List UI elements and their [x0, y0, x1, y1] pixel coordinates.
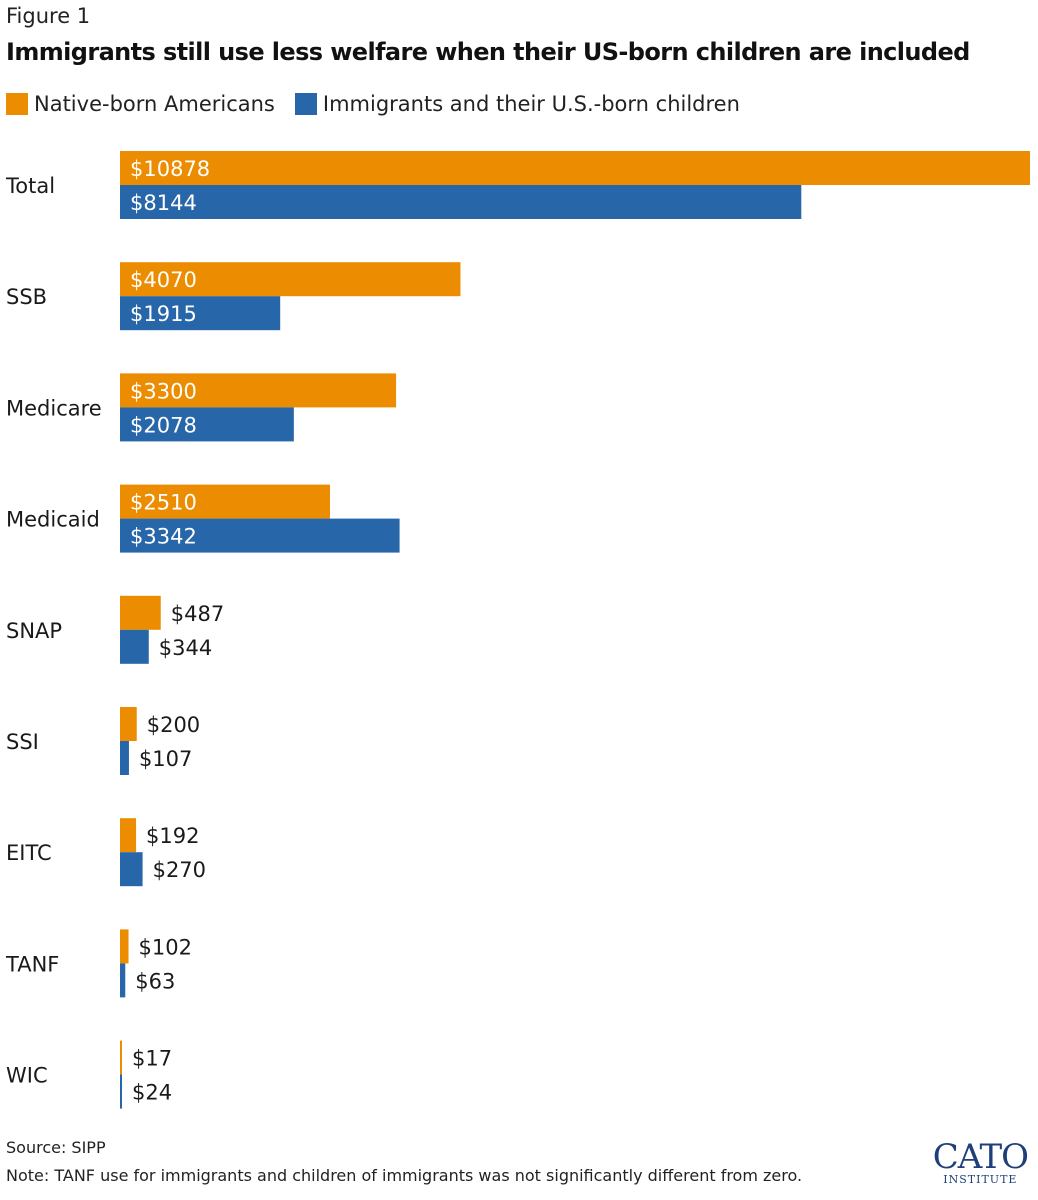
bar-immigrant-total [120, 185, 802, 219]
value-label-native-total: $10878 [130, 157, 210, 181]
value-label-native-ssb: $4070 [130, 268, 197, 292]
bar-chart: Total $10878 $8144 SSB $4070 $1915 Medicare $33… [5, 151, 1030, 1109]
bar-immigrant-medicare [120, 407, 294, 442]
bar-native-ssb [120, 262, 461, 297]
bar-native-wic [120, 1040, 122, 1075]
category-label-total: Total [5, 174, 55, 198]
legend-label-native: Native-born Americans [34, 92, 275, 116]
logo-sub-text: INSTITUTE [943, 1173, 1018, 1186]
value-label-native-medicare: $3300 [130, 379, 197, 403]
value-label-native-medicaid: $2510 [130, 491, 197, 515]
category-label-ssi: SSI [6, 730, 39, 754]
logo-main-text: CATO [932, 1137, 1029, 1177]
cato-logo: CATO INSTITUTE [932, 1137, 1029, 1186]
value-label-immigrant-ssb: $1915 [130, 302, 197, 326]
legend-swatch-native [6, 93, 28, 115]
bar-immigrant-wic [120, 1074, 123, 1109]
source-text: Source: SIPP [6, 1138, 106, 1157]
value-label-immigrant-medicaid: $3342 [130, 525, 197, 549]
value-label-immigrant-snap: $344 [159, 636, 212, 660]
legend: Native-born Americans Immigrants and the… [6, 92, 760, 116]
bar-immigrant-ssb [120, 296, 281, 331]
bar-immigrant-tanf [120, 963, 126, 998]
value-label-immigrant-tanf: $63 [135, 969, 175, 993]
bar-immigrant-snap [120, 629, 149, 664]
category-label-ssb: SSB [6, 285, 47, 309]
value-label-native-tanf: $102 [139, 935, 192, 959]
bar-immigrant-eitc [120, 852, 143, 887]
bar-native-snap [120, 595, 161, 630]
bar-native-tanf [120, 929, 129, 964]
legend-item-native: Native-born Americans [6, 92, 275, 116]
legend-item-immigrant: Immigrants and their U.S.-born children [294, 92, 740, 116]
bar-native-ssi [120, 707, 137, 741]
bar-immigrant-medicaid [120, 518, 400, 553]
value-label-immigrant-wic: $24 [132, 1081, 172, 1105]
bar-native-medicare [120, 373, 397, 408]
category-label-medicaid: Medicaid [6, 508, 100, 532]
category-label-wic: WIC [6, 1064, 48, 1088]
value-label-native-wic: $17 [132, 1047, 172, 1071]
note-text: Note: TANF use for immigrants and childr… [6, 1166, 803, 1185]
bar-native-total [120, 151, 1030, 185]
legend-label-immigrant: Immigrants and their U.S.-born children [322, 92, 740, 116]
category-label-eitc: EITC [6, 841, 52, 865]
category-label-medicare: Medicare [6, 396, 102, 420]
category-label-snap: SNAP [6, 619, 62, 643]
bar-native-medicaid [120, 484, 330, 519]
figure-label: Figure 1 [6, 4, 91, 28]
category-label-tanf: TANF [5, 952, 59, 976]
value-label-immigrant-eitc: $270 [153, 858, 206, 882]
value-label-native-ssi: $200 [147, 713, 200, 737]
value-label-native-eitc: $192 [146, 824, 199, 848]
bar-native-eitc [120, 818, 137, 853]
value-label-native-snap: $487 [171, 602, 224, 626]
value-label-immigrant-ssi: $107 [139, 747, 192, 771]
legend-swatch-immigrant [294, 93, 317, 115]
chart-title: Immigrants still use less welfare when t… [6, 38, 970, 66]
value-label-immigrant-medicare: $2078 [130, 413, 197, 437]
bar-immigrant-ssi [120, 741, 129, 775]
value-label-immigrant-total: $8144 [130, 191, 197, 215]
